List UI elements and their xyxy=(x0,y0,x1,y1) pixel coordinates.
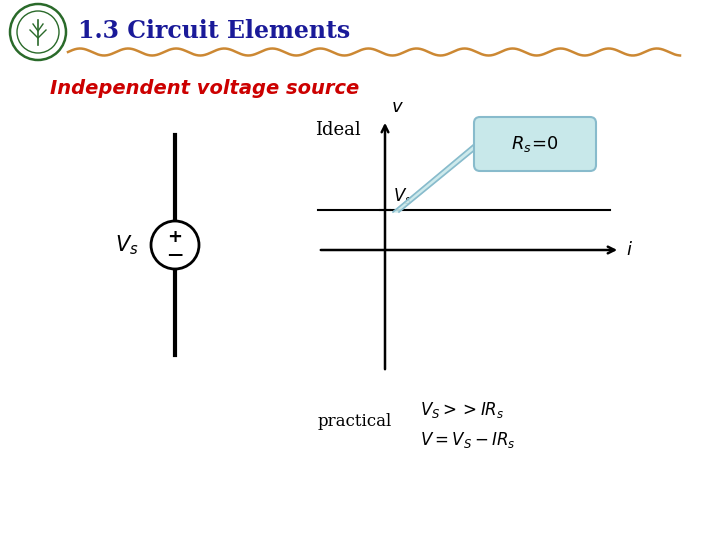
FancyBboxPatch shape xyxy=(474,117,596,171)
Text: practical: practical xyxy=(318,414,392,430)
Circle shape xyxy=(10,4,66,60)
Text: Independent voltage source: Independent voltage source xyxy=(50,78,359,98)
Text: Ideal: Ideal xyxy=(315,121,361,139)
Text: —: — xyxy=(167,246,183,261)
Text: $V = V_S - IR_s$: $V = V_S - IR_s$ xyxy=(420,430,516,450)
Text: $v$: $v$ xyxy=(391,98,404,116)
Circle shape xyxy=(151,221,199,269)
Text: $i$: $i$ xyxy=(626,241,633,259)
Text: $V_S >> IR_s$: $V_S >> IR_s$ xyxy=(420,400,504,420)
Text: $R_s\!=\!0$: $R_s\!=\!0$ xyxy=(511,134,559,154)
Text: $V_s$: $V_s$ xyxy=(393,186,412,206)
Text: $V_s$: $V_s$ xyxy=(115,233,139,257)
Text: 1.3 Circuit Elements: 1.3 Circuit Elements xyxy=(78,19,350,43)
Text: +: + xyxy=(168,228,182,246)
Polygon shape xyxy=(393,121,510,212)
